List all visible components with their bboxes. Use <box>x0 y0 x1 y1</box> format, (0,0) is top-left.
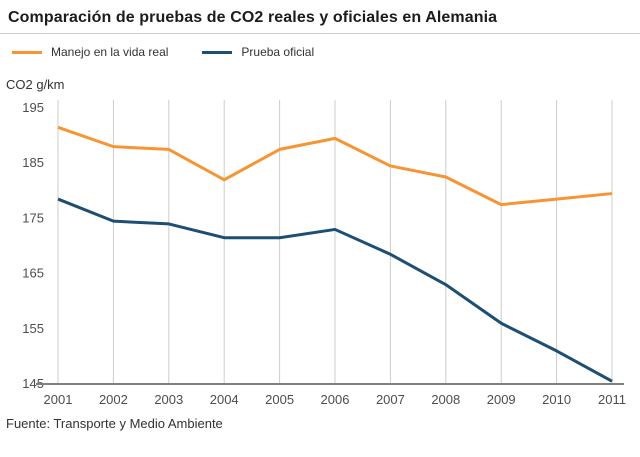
x-tick-label: 2009 <box>487 392 516 407</box>
x-tick-label: 2003 <box>154 392 183 407</box>
chart-title: Comparación de pruebas de CO2 reales y o… <box>8 9 498 26</box>
legend-item-real: Manejo en la vida real <box>12 45 168 59</box>
legend-swatch <box>202 50 233 54</box>
x-tick-label: 2010 <box>542 392 571 407</box>
legend-label: Manejo en la vida real <box>51 45 169 59</box>
x-tick-label: 2007 <box>376 392 405 407</box>
legend-item-official: Prueba oficial <box>202 45 314 59</box>
x-tick-label: 2006 <box>321 392 350 407</box>
legend-label: Prueba oficial <box>241 45 315 59</box>
x-tick-label: 2002 <box>99 392 128 407</box>
series-line <box>57 197 613 383</box>
series-line <box>57 125 613 207</box>
y-axis-unit-label: CO2 g/km <box>6 77 65 92</box>
y-tick-label: 195 <box>22 100 44 115</box>
y-tick-label: 175 <box>22 210 44 225</box>
legend: Manejo en la vida real Prueba oficial <box>0 34 640 61</box>
x-tick-label: 2011 <box>598 392 626 407</box>
title-divider <box>0 33 640 34</box>
y-tick-label: 185 <box>22 155 44 170</box>
line-chart: 2001 2002 2003 2004 2005 2006 2007 2008 2009 2010… <box>22 100 626 407</box>
x-tick-label: 2005 <box>265 392 294 407</box>
y-tick-label: 155 <box>22 321 44 336</box>
source-note: Fuente: Transporte y Medio Ambiente <box>6 416 223 431</box>
y-tick-label: 145 <box>22 376 44 391</box>
legend-swatch <box>12 50 42 54</box>
x-tick-label: 2008 <box>431 392 460 407</box>
x-tick-label: 2004 <box>210 392 239 407</box>
y-tick-label: 165 <box>22 266 44 281</box>
x-tick-label: 2001 <box>44 392 73 407</box>
